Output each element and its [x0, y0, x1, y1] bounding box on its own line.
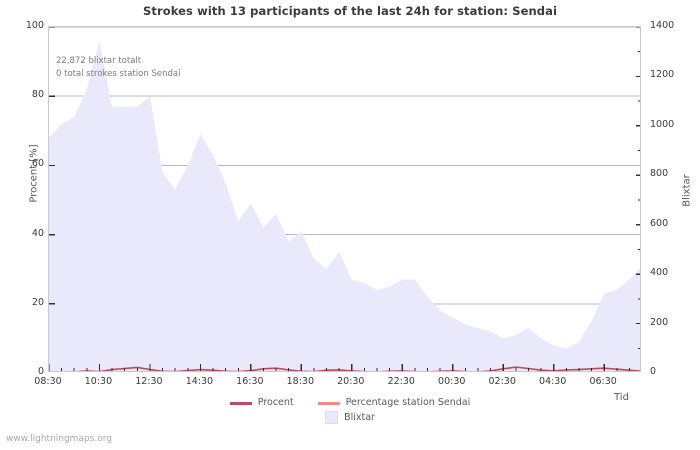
x-tick-label: 04:30	[538, 376, 567, 387]
y-tick-label-right: 1200	[650, 69, 675, 81]
chart-title: Strokes with 13 participants of the last…	[142, 4, 558, 18]
x-tick-label: 10:30	[84, 376, 113, 387]
legend-label: Blixtar	[344, 411, 375, 423]
legend-item-percentage-station-sendai[interactable]: Percentage station Sendai	[317, 396, 471, 411]
x-tick-label: 16:30	[236, 376, 264, 387]
y-axis-left-title: Procent [%]	[28, 144, 40, 203]
x-tick-label: 22:30	[387, 376, 415, 387]
y-tick-label-left: 20	[31, 296, 44, 308]
y-tick-label-left: 80	[31, 89, 44, 101]
annotation-total-strokes: 22,872 blixtar totalt	[56, 56, 142, 66]
y-axis-left: Procent [%] 0 20 40 60 80 100	[0, 0, 44, 450]
x-tick-label: 20:30	[337, 376, 365, 387]
legend-item-procent[interactable]: Procent	[229, 396, 294, 411]
legend-row-1: Procent Percentage station Sendai	[0, 396, 700, 411]
x-axis-title: Tid	[614, 392, 629, 403]
y-tick-label-right: 200	[650, 316, 669, 328]
legend-swatch-line-icon	[229, 401, 252, 405]
y-tick-label-right: 1000	[650, 118, 675, 130]
chart-legend: Procent Percentage station Sendai Blixta…	[0, 396, 700, 425]
annotation-station-strokes: 0 total strokes station Sendai	[56, 69, 181, 79]
plot-area: 22,872 blixtar totalt 0 total strokes st…	[48, 26, 641, 372]
x-tick-label: 08:30	[34, 376, 62, 387]
legend-item-blixtar[interactable]: Blixtar	[325, 411, 375, 426]
y-axis-right-title: Blixtar	[681, 174, 693, 207]
y-tick-label-left: 0	[37, 366, 44, 377]
x-tick-label: 12:30	[135, 376, 163, 387]
legend-label: Percentage station Sendai	[345, 397, 471, 408]
x-tick-label: 00:30	[438, 376, 466, 387]
plot-canvas	[49, 27, 640, 371]
x-tick-label: 06:30	[589, 376, 617, 387]
legend-row-2: Blixtar	[0, 411, 700, 426]
y-tick-label-left: 40	[31, 227, 44, 239]
y-tick-label-right: 400	[650, 267, 669, 279]
y-tick-label-right: 1400	[650, 20, 675, 31]
y-tick-label-left: 60	[31, 158, 44, 170]
x-tick-label: 02:30	[488, 376, 516, 387]
x-tick-label: 14:30	[185, 376, 214, 387]
legend-swatch-box-icon	[325, 411, 339, 424]
legend-label: Procent	[257, 397, 294, 408]
y-axis-right: 0 200 400 600 800 1000 1200 1400	[650, 0, 696, 450]
x-tick-label: 18:30	[286, 376, 315, 387]
y-tick-label-left: 100	[25, 20, 44, 31]
legend-swatch-line-icon	[317, 401, 340, 405]
y-tick-label-right: 800	[650, 168, 669, 180]
y-tick-label-right: 0	[650, 366, 657, 377]
y-tick-label-right: 600	[650, 217, 669, 229]
footer-url: www.lightningmaps.org	[6, 434, 112, 444]
